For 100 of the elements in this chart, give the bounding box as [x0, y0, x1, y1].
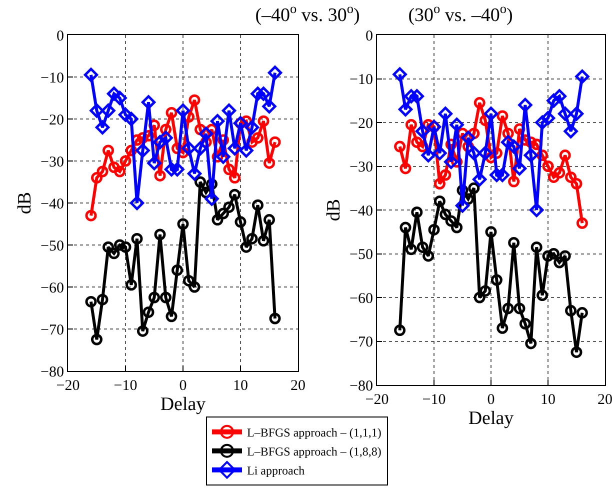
point [394, 324, 406, 336]
point [542, 160, 554, 172]
point [258, 115, 270, 127]
point [204, 192, 219, 206]
point [250, 86, 265, 101]
point [474, 97, 486, 109]
point [154, 170, 166, 182]
point [496, 322, 508, 334]
y-tick-label: −70 [350, 334, 373, 350]
point [182, 141, 196, 156]
point [114, 166, 126, 178]
point [102, 241, 114, 253]
point [478, 146, 492, 160]
point [212, 214, 224, 226]
point [576, 307, 588, 319]
point [542, 250, 554, 262]
x-tick-label: 20 [598, 392, 612, 408]
point [147, 156, 162, 170]
point [246, 232, 258, 244]
point [101, 104, 116, 118]
chart-title: (–40$^{o}$ vs. 30$^{o}$) [255, 0, 360, 26]
x-tick-label: 10 [233, 378, 248, 394]
point [525, 338, 537, 350]
point [223, 201, 235, 213]
point [508, 176, 520, 188]
point [576, 217, 588, 229]
y-tick-label: −20 [40, 112, 64, 128]
point [490, 274, 502, 286]
point [405, 244, 417, 256]
point [554, 256, 566, 268]
point [451, 222, 463, 234]
point [256, 86, 271, 101]
point [84, 68, 98, 82]
point [524, 148, 538, 162]
point [559, 150, 571, 162]
point [445, 215, 457, 227]
point [258, 235, 270, 247]
x-axis-title: Delay [468, 408, 514, 429]
point [496, 110, 508, 122]
point [114, 239, 126, 251]
point [565, 171, 577, 183]
y-tick-label: −70 [40, 322, 64, 338]
y-tick-label: −50 [350, 247, 373, 263]
point [416, 124, 430, 138]
point [229, 172, 240, 184]
point [548, 248, 560, 260]
point [472, 172, 487, 186]
point [106, 86, 122, 101]
y-tick-label: −40 [40, 196, 64, 212]
x-axis-title: Delay [160, 394, 206, 415]
legend-label: L–BFGS approach – (1,1,1) [247, 426, 382, 440]
point [535, 115, 550, 130]
y-tick-label: −30 [350, 160, 373, 176]
point [565, 304, 577, 316]
point [112, 90, 127, 106]
y-tick-label: −50 [40, 238, 64, 254]
point [485, 226, 497, 238]
point [264, 214, 275, 226]
point [398, 102, 413, 116]
x-tick-label: −10 [422, 392, 446, 408]
point [166, 106, 178, 118]
point [519, 318, 531, 330]
point [440, 169, 452, 181]
point [508, 237, 520, 249]
point [85, 296, 97, 308]
point [512, 161, 527, 176]
point [558, 106, 572, 121]
point [506, 139, 521, 154]
point [269, 136, 281, 148]
point [158, 130, 173, 145]
point [428, 224, 440, 236]
point [222, 104, 236, 118]
point [575, 69, 590, 84]
point [268, 66, 282, 80]
point [432, 146, 447, 160]
point [148, 292, 160, 304]
point [154, 228, 166, 240]
point [142, 306, 154, 318]
point [450, 118, 464, 132]
point [120, 155, 132, 167]
point [160, 292, 172, 304]
point [392, 67, 407, 82]
y-tick-label: −80 [350, 378, 373, 394]
point [530, 202, 544, 218]
point [514, 302, 526, 314]
point [564, 124, 578, 138]
point [194, 176, 206, 188]
point [416, 241, 428, 253]
point [141, 95, 156, 110]
point [400, 162, 412, 174]
point [264, 157, 275, 169]
point [421, 148, 436, 162]
y-tick-label: −60 [40, 280, 64, 296]
y-axis-title: dB [323, 198, 344, 222]
point [411, 136, 423, 148]
point [480, 285, 492, 297]
point [164, 162, 179, 176]
point [252, 132, 264, 144]
y-tick-label: −10 [350, 72, 373, 88]
point [518, 98, 532, 112]
